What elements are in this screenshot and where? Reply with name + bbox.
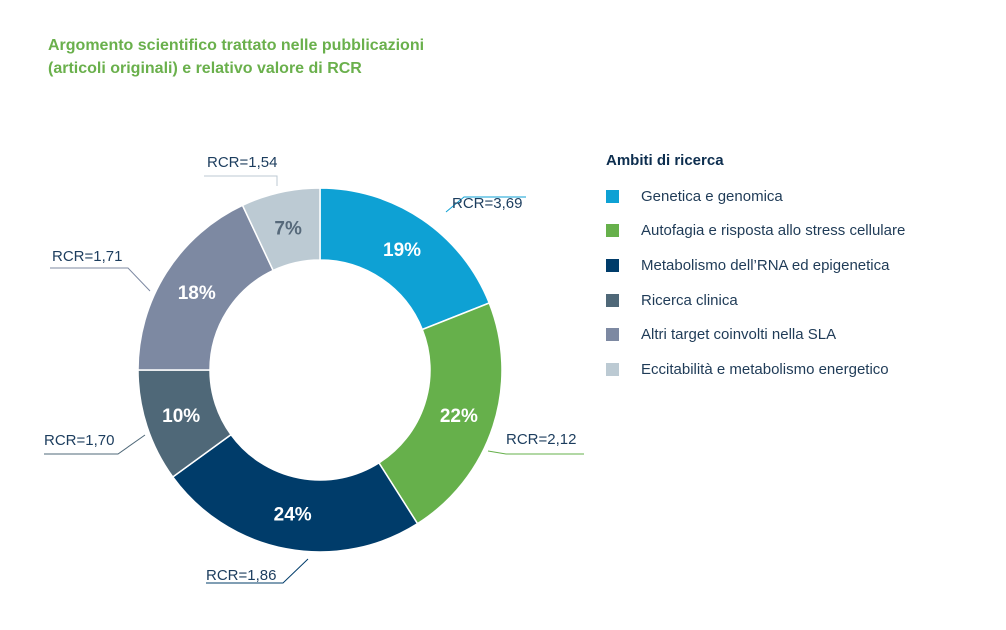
legend-label-2: Autofagia e risposta allo stress cellula… [641, 222, 906, 240]
rcr-label-1: RCR=3,69 [452, 195, 522, 212]
rcr-label-3: RCR=1,86 [206, 567, 276, 584]
rcr-leader-line-5 [50, 267, 151, 292]
rcr-leader-line-4 [44, 434, 146, 455]
slice-2 [377, 302, 503, 525]
rcr-label-4: RCR=1,70 [44, 432, 114, 449]
legend-items: Genetica e genomica Autofagia e risposta … [606, 179, 905, 387]
slice-percent-label-5: 18% [178, 283, 216, 304]
legend-item-5: Altri target coinvolti nella SLA [606, 317, 905, 352]
rcr-leader-line-3 [206, 558, 309, 584]
legend-item-6: Eccitabilità e metabolismo energetico [606, 352, 905, 387]
legend-title: Ambiti di ricerca [606, 152, 724, 169]
legend-item-3: Metabolismo dell’RNA ed epigenetica [606, 248, 905, 283]
legend-label-1: Genetica e genomica [641, 187, 783, 205]
legend: Ambiti di ricerca Genetica e genomica Aut… [606, 152, 905, 387]
legend-swatch-5 [606, 328, 619, 342]
rcr-leader-line-1 [445, 196, 526, 213]
rcr-label-5: RCR=1,71 [52, 248, 122, 265]
rcr-leader-line-2 [487, 450, 584, 455]
slice-3 [171, 433, 419, 553]
legend-item-4: Ricerca clinica [606, 283, 905, 318]
slice-6 [241, 187, 321, 272]
legend-swatch-6 [606, 362, 619, 376]
legend-swatch-2 [606, 224, 619, 238]
slice-percent-label-1: 19% [383, 240, 421, 261]
slice-percent-label-6: 7% [274, 219, 302, 240]
legend-swatch-1 [606, 189, 619, 203]
rcr-leader-line-6 [204, 175, 278, 186]
slice-percent-label-2: 22% [440, 406, 478, 427]
slice-percent-label-3: 24% [274, 504, 312, 525]
chart-title: Argomento scientifico trattato nelle pub… [48, 34, 424, 80]
legend-item-2: Autofagia e risposta allo stress cellula… [606, 214, 905, 249]
rcr-label-2: RCR=2,12 [506, 431, 576, 448]
legend-label-6: Eccitabilità e metabolismo energetico [641, 360, 889, 378]
legend-swatch-4 [606, 293, 619, 307]
chart-title-line-2: (articoli originali) e relativo valore d… [48, 60, 362, 77]
legend-label-3: Metabolismo dell’RNA ed epigenetica [641, 256, 890, 274]
slice-percent-label-4: 10% [162, 406, 200, 427]
legend-swatch-3 [606, 258, 619, 272]
chart-title-line-1: Argomento scientifico trattato nelle pub… [48, 37, 425, 54]
legend-label-5: Altri target coinvolti nella SLA [641, 326, 837, 344]
legend-item-1: Genetica e genomica [606, 179, 905, 214]
rcr-label-6: RCR=1,54 [207, 154, 277, 171]
legend-label-4: Ricerca clinica [641, 291, 738, 309]
